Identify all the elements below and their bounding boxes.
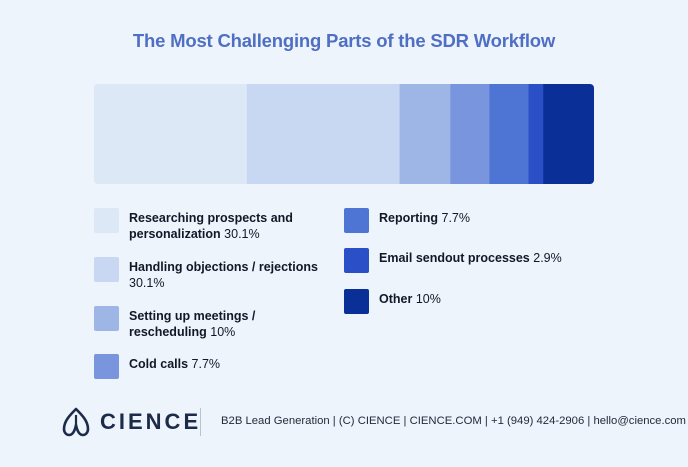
legend-swatch: [94, 354, 119, 379]
legend-text: Other 10%: [379, 291, 441, 307]
bar-segment-6: [528, 84, 544, 184]
legend-text: Email sendout processes 2.9%: [379, 250, 562, 266]
legend-item: Reporting 7.7%: [344, 208, 470, 233]
legend-item: Handling objections / rejections 30.1%: [94, 257, 319, 291]
legend-label: Setting up meetings / rescheduling: [129, 309, 256, 339]
footer-info: B2B Lead Generation | (C) CIENCE | CIENC…: [221, 415, 686, 427]
legend-value: 7.7%: [188, 357, 221, 371]
brand-logo[interactable]: CIENCE: [60, 407, 201, 437]
bar-segment-4: [450, 84, 490, 184]
legend-text: Setting up meetings / rescheduling 10%: [129, 308, 319, 340]
legend-value: 2.9%: [529, 251, 562, 265]
bar-segment-3: [399, 84, 451, 184]
legend-value: 30.1%: [220, 227, 260, 241]
cience-leaf-logo-icon: [62, 407, 90, 437]
legend-item: Other 10%: [344, 289, 441, 314]
bar-segment-7: [543, 84, 594, 184]
legend-label: Reporting: [379, 211, 439, 225]
legend-text: Reporting 7.7%: [379, 210, 470, 226]
legend-text: Cold calls 7.7%: [129, 356, 220, 372]
legend-swatch: [94, 257, 119, 282]
legend-item: Researching prospects and personalizatio…: [94, 208, 319, 242]
legend-label: Other: [379, 292, 413, 306]
bar-segment-5: [489, 84, 529, 184]
footer-divider: [200, 408, 201, 436]
legend-item: Cold calls 7.7%: [94, 354, 220, 379]
legend-swatch: [344, 248, 369, 273]
legend-text: Handling objections / rejections 30.1%: [129, 259, 319, 291]
bar-segment-1: [94, 84, 248, 184]
legend-label: Email sendout processes: [379, 251, 530, 265]
legend-swatch: [94, 306, 119, 331]
legend-label: Handling objections / rejections: [129, 260, 318, 274]
chart-title: The Most Challenging Parts of the SDR Wo…: [132, 30, 556, 51]
legend-item: Setting up meetings / rescheduling 10%: [94, 306, 319, 340]
brand-name: CIENCE: [100, 409, 202, 434]
legend-value: 7.7%: [438, 211, 471, 225]
legend-value: 10%: [412, 292, 441, 306]
footer: CIENCE B2B Lead Generation | (C) CIENCE …: [0, 400, 688, 448]
legend-value: 10%: [206, 325, 236, 339]
legend-value: 30.1%: [129, 276, 165, 290]
legend-swatch: [344, 289, 369, 314]
legend-text: Researching prospects and personalizatio…: [129, 210, 319, 242]
legend-item: Email sendout processes 2.9%: [344, 248, 562, 273]
legend-swatch: [94, 208, 119, 233]
legend-swatch: [344, 208, 369, 233]
stacked-bar-chart: [94, 84, 594, 184]
legend-label: Researching prospects and personalizatio…: [129, 211, 293, 241]
legend-label: Cold calls: [129, 357, 189, 371]
bar-segment-2: [246, 84, 400, 184]
